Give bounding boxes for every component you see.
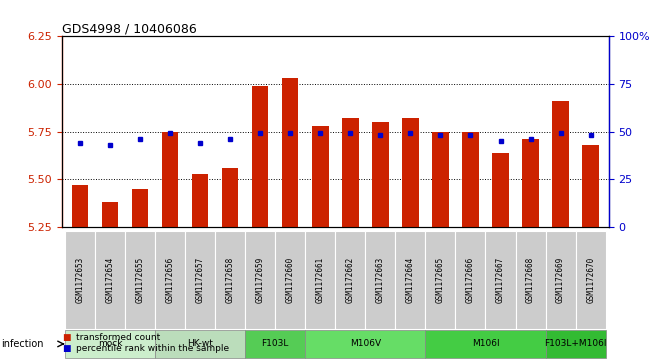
Bar: [192, 174, 208, 227]
Text: GDS4998 / 10406086: GDS4998 / 10406086: [62, 22, 197, 35]
Bar: [282, 78, 298, 227]
Bar: [275, 231, 305, 329]
Text: GSM1172668: GSM1172668: [526, 256, 535, 303]
Bar: [161, 131, 178, 227]
Bar: [516, 231, 546, 329]
Bar: [372, 122, 389, 227]
Bar: [462, 131, 478, 227]
Text: GSM1172669: GSM1172669: [556, 256, 565, 303]
Text: F103L: F103L: [262, 339, 289, 348]
Bar: [245, 231, 275, 329]
Bar: [155, 231, 185, 329]
Text: F103L+M106I: F103L+M106I: [544, 339, 607, 348]
Bar: [546, 330, 605, 358]
Text: ■: ■: [62, 333, 70, 342]
Bar: [305, 330, 425, 358]
Text: GSM1172662: GSM1172662: [346, 256, 355, 303]
Bar: [365, 231, 395, 329]
Text: GSM1172666: GSM1172666: [466, 256, 475, 303]
Bar: [245, 330, 305, 358]
Bar: [95, 231, 125, 329]
Bar: [425, 231, 456, 329]
Bar: [432, 131, 449, 227]
Bar: [185, 231, 215, 329]
Bar: [552, 101, 569, 227]
Bar: [132, 189, 148, 227]
Text: GSM1172659: GSM1172659: [256, 256, 265, 303]
Text: GSM1172660: GSM1172660: [286, 256, 295, 303]
Bar: [252, 86, 268, 227]
Text: ■: ■: [62, 344, 70, 353]
Text: GSM1172654: GSM1172654: [105, 256, 115, 303]
Bar: [456, 231, 486, 329]
Text: GSM1172670: GSM1172670: [586, 256, 595, 303]
Text: GSM1172656: GSM1172656: [165, 256, 174, 303]
Text: GSM1172655: GSM1172655: [135, 256, 145, 303]
Bar: [546, 231, 575, 329]
Text: transformed count: transformed count: [76, 333, 160, 342]
Text: GSM1172661: GSM1172661: [316, 256, 325, 303]
Bar: [222, 168, 238, 227]
Bar: [583, 145, 599, 227]
Bar: [486, 231, 516, 329]
Bar: [155, 330, 245, 358]
Bar: [342, 118, 359, 227]
Text: infection: infection: [1, 339, 43, 349]
Bar: [402, 118, 419, 227]
Bar: [312, 126, 329, 227]
Bar: [72, 185, 88, 227]
Text: GSM1172658: GSM1172658: [226, 256, 234, 303]
Text: HK-wt: HK-wt: [187, 339, 213, 348]
Text: M106I: M106I: [472, 339, 499, 348]
Bar: [65, 330, 155, 358]
Text: GSM1172665: GSM1172665: [436, 256, 445, 303]
Bar: [215, 231, 245, 329]
Bar: [125, 231, 155, 329]
Text: GSM1172663: GSM1172663: [376, 256, 385, 303]
Bar: [65, 231, 95, 329]
Bar: [492, 152, 509, 227]
Bar: [395, 231, 425, 329]
Bar: [522, 139, 539, 227]
Bar: [425, 330, 546, 358]
Text: GSM1172657: GSM1172657: [195, 256, 204, 303]
Text: M106V: M106V: [350, 339, 381, 348]
Bar: [102, 202, 118, 227]
Text: percentile rank within the sample: percentile rank within the sample: [76, 344, 229, 353]
Bar: [575, 231, 605, 329]
Text: GSM1172667: GSM1172667: [496, 256, 505, 303]
Text: GSM1172653: GSM1172653: [76, 256, 85, 303]
Text: GSM1172664: GSM1172664: [406, 256, 415, 303]
Bar: [335, 231, 365, 329]
Text: mock: mock: [98, 339, 122, 348]
Bar: [305, 231, 335, 329]
